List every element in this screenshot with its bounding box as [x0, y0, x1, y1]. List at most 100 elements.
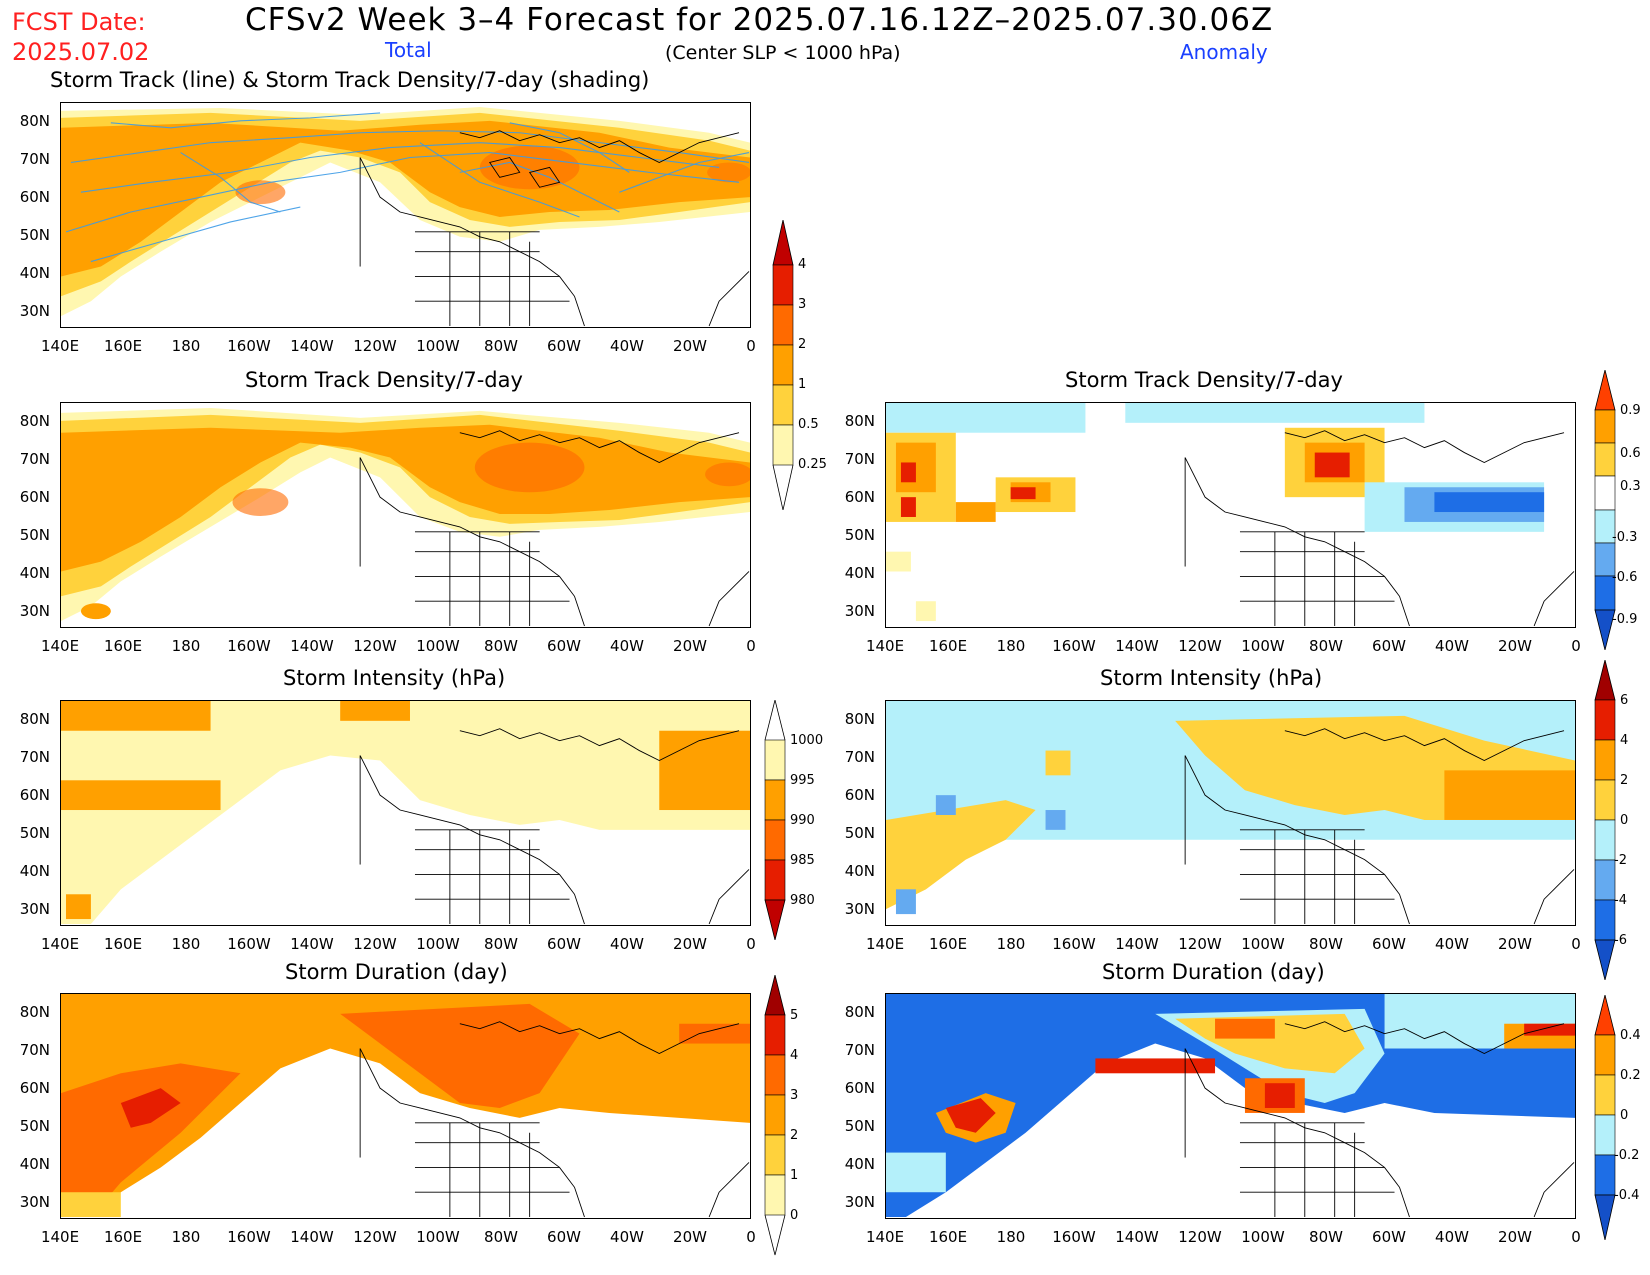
lat-60n: 60N: [844, 786, 875, 804]
lon-80w: 80W: [484, 637, 518, 655]
cbar-label: 0.9: [1620, 403, 1641, 418]
lon-180: 180: [996, 1228, 1026, 1246]
map-intensity-total: [60, 700, 751, 926]
lon-120w: 120W: [353, 637, 397, 655]
lon-0: 0: [746, 337, 756, 355]
colorbar-duration-anom: [1594, 995, 1616, 1240]
forecast-date-label: FCST Date:: [12, 8, 146, 36]
lat-80n: 80N: [844, 710, 875, 728]
lon-160e: 160E: [103, 935, 143, 953]
cbar-label: 2: [798, 337, 807, 352]
lon-80w: 80W: [484, 1228, 518, 1246]
lon-120w: 120W: [353, 1228, 397, 1246]
lat-60n: 60N: [19, 488, 50, 506]
lon-40w: 40W: [1435, 1228, 1469, 1246]
lon-0: 0: [746, 1228, 756, 1246]
lon-160w: 160W: [227, 935, 271, 953]
cbar-label: 4: [798, 257, 807, 272]
cbar-label: 1: [798, 377, 807, 392]
lon-180: 180: [171, 1228, 201, 1246]
lat-60n: 60N: [844, 488, 875, 506]
lat-70n: 70N: [844, 450, 875, 468]
cbar-label: 4: [1620, 733, 1629, 748]
lon-20w: 20W: [673, 1228, 707, 1246]
panel-title-duration-total: Storm Duration (day): [285, 960, 508, 984]
lon-140e: 140E: [40, 1228, 80, 1246]
lat-30n: 30N: [19, 1193, 50, 1211]
lon-80w: 80W: [484, 337, 518, 355]
lon-100w: 100W: [1241, 1228, 1285, 1246]
lon-80w: 80W: [1309, 935, 1343, 953]
lat-40n: 40N: [19, 1155, 50, 1173]
colorbar-density-total: [772, 220, 794, 510]
lat-40n: 40N: [19, 264, 50, 282]
cbar-label: -0.2: [1614, 1148, 1640, 1163]
lat-30n: 30N: [19, 900, 50, 918]
lon-180: 180: [996, 637, 1026, 655]
lon-160w: 160W: [1052, 935, 1096, 953]
lon-0: 0: [1571, 935, 1581, 953]
lon-140w: 140W: [1115, 935, 1159, 953]
lon-60w: 60W: [547, 637, 581, 655]
lat-80n: 80N: [844, 1003, 875, 1021]
lon-160w: 160W: [1052, 1228, 1096, 1246]
cbar-label: 0: [790, 1208, 799, 1223]
cbar-label: 0.3: [1620, 479, 1641, 494]
lon-160e: 160E: [928, 1228, 968, 1246]
lon-40w: 40W: [1435, 637, 1469, 655]
lon-40w: 40W: [610, 337, 644, 355]
lon-160w: 160W: [227, 637, 271, 655]
lon-20w: 20W: [673, 337, 707, 355]
anomaly-column-label: Anomaly: [1180, 40, 1268, 64]
lat-70n: 70N: [19, 1041, 50, 1059]
cbar-label: 2: [790, 1128, 799, 1143]
cbar-label: 0.6: [1620, 446, 1641, 461]
lon-40w: 40W: [610, 1228, 644, 1246]
cbar-label: 4: [790, 1048, 799, 1063]
lon-160e: 160E: [103, 1228, 143, 1246]
total-column-label: Total: [385, 38, 432, 62]
lon-0: 0: [1571, 637, 1581, 655]
subtitle: (Center SLP < 1000 hPa): [665, 42, 901, 64]
lon-180: 180: [171, 637, 201, 655]
lon-0: 0: [1571, 1228, 1581, 1246]
lat-50n: 50N: [19, 226, 50, 244]
cbar-label: 990: [790, 813, 815, 828]
lon-100w: 100W: [1241, 637, 1285, 655]
lon-120w: 120W: [1178, 1228, 1222, 1246]
lat-30n: 30N: [19, 602, 50, 620]
lat-50n: 50N: [19, 1117, 50, 1135]
cbar-label: 2: [1620, 773, 1629, 788]
cbar-label: 0.25: [798, 457, 827, 472]
lon-60w: 60W: [547, 337, 581, 355]
lon-140w: 140W: [290, 637, 334, 655]
lon-40w: 40W: [1435, 935, 1469, 953]
lon-140w: 140W: [290, 337, 334, 355]
map-duration-anom: [885, 993, 1576, 1219]
panel-title-intensity-anom: Storm Intensity (hPa): [1100, 666, 1323, 690]
lat-40n: 40N: [844, 564, 875, 582]
panel-title-track-total: Storm Track (line) & Storm Track Density…: [50, 68, 650, 92]
lon-60w: 60W: [547, 1228, 581, 1246]
lat-70n: 70N: [19, 450, 50, 468]
lat-70n: 70N: [19, 748, 50, 766]
lon-140e: 140E: [865, 1228, 905, 1246]
map-density-anom: [885, 402, 1576, 628]
lon-160e: 160E: [103, 637, 143, 655]
lat-60n: 60N: [19, 188, 50, 206]
lon-80w: 80W: [1309, 1228, 1343, 1246]
lat-30n: 30N: [844, 900, 875, 918]
cbar-label: 985: [790, 853, 815, 868]
lat-70n: 70N: [844, 748, 875, 766]
lon-140e: 140E: [865, 637, 905, 655]
lat-30n: 30N: [19, 302, 50, 320]
lon-100w: 100W: [416, 337, 460, 355]
map-duration-total: [60, 993, 751, 1219]
lon-0: 0: [746, 637, 756, 655]
lon-40w: 40W: [610, 935, 644, 953]
lon-0: 0: [746, 935, 756, 953]
lon-80w: 80W: [484, 935, 518, 953]
lat-70n: 70N: [844, 1041, 875, 1059]
lon-20w: 20W: [1498, 637, 1532, 655]
colorbar-density-anom: [1594, 370, 1616, 650]
